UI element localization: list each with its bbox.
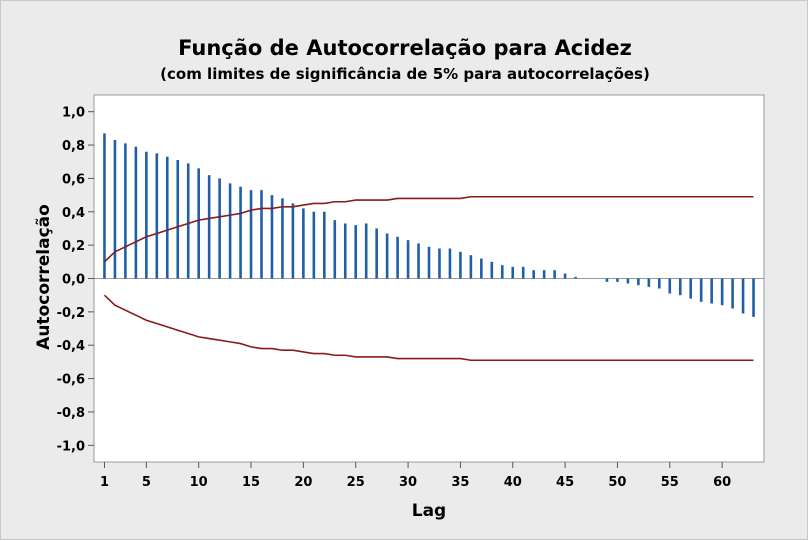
y-tick-label: 0,2 [62,239,85,254]
y-tick-label: 0,6 [62,172,85,187]
x-tick-label: 1 [100,475,109,490]
y-tick-label: -0,6 [57,373,85,388]
y-tick-label: 0,8 [62,139,85,154]
x-tick-label: 25 [347,475,365,490]
y-axis: 1,0 0,8 0,6 0,4 0,2 0,0 -0,2 -0,4 -0,6 -0,8 -1,0 [57,106,94,454]
lower-significance-limit [103,294,754,362]
upper-significance-limit [103,195,754,263]
x-tick-label: 5 [142,475,151,490]
y-tick-label: -0,4 [57,339,85,354]
x-tick-label: 40 [504,475,522,490]
chart-title: Função de Autocorrelação para Acidez [178,36,632,60]
x-tick-label: 10 [190,475,208,490]
y-tick-label: -0,2 [57,306,85,321]
chart-subtitle: (com limites de significância de 5% para… [160,65,650,83]
x-tick-label: 45 [556,475,574,490]
x-tick-label: 15 [242,475,260,490]
y-tick-label: -1,0 [57,439,85,454]
x-tick-label: 35 [451,475,469,490]
x-tick-label: 50 [608,475,626,490]
x-tick-label: 55 [661,475,679,490]
x-tick-label: 30 [399,475,417,490]
x-axis-label: Lag [412,501,446,521]
y-tick-label: 1,0 [62,106,85,121]
y-axis-label: Autocorrelação [34,204,54,350]
x-tick-label: 60 [713,475,731,490]
x-axis: 1 5 10 15 20 25 30 35 40 45 50 55 60 [100,462,731,490]
acf-bars [103,133,755,317]
y-tick-label: 0,4 [62,206,85,221]
y-tick-label: 0,0 [62,273,85,288]
x-tick-label: 20 [294,475,312,490]
y-tick-label: -0,8 [57,406,85,421]
